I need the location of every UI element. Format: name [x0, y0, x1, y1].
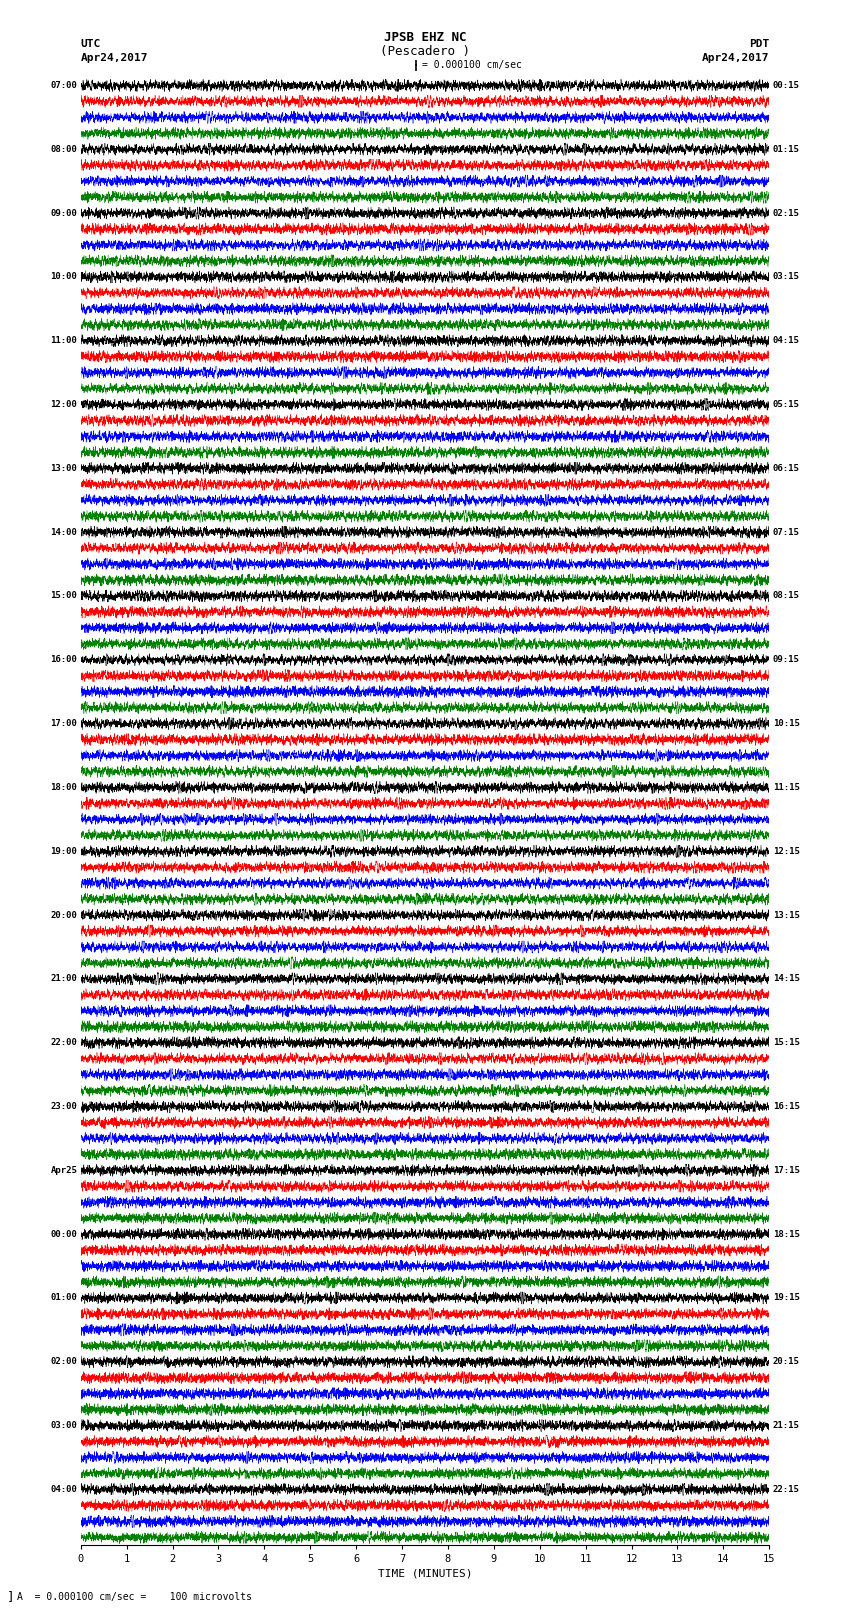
Text: A  = 0.000100 cm/sec =    100 microvolts: A = 0.000100 cm/sec = 100 microvolts [17, 1592, 252, 1602]
Text: 22:15: 22:15 [773, 1486, 800, 1494]
Text: 01:15: 01:15 [773, 145, 800, 153]
Text: 13:00: 13:00 [50, 465, 77, 473]
Text: Apr24,2017: Apr24,2017 [702, 53, 769, 63]
Text: PDT: PDT [749, 39, 769, 50]
Text: 02:00: 02:00 [50, 1357, 77, 1366]
Text: 14:00: 14:00 [50, 527, 77, 537]
Text: 22:00: 22:00 [50, 1039, 77, 1047]
Text: 07:15: 07:15 [773, 527, 800, 537]
Text: 14:15: 14:15 [773, 974, 800, 984]
Text: 18:00: 18:00 [50, 782, 77, 792]
Text: ]: ] [7, 1590, 14, 1603]
Text: UTC: UTC [81, 39, 101, 50]
Text: Apr25: Apr25 [50, 1166, 77, 1174]
Text: 10:00: 10:00 [50, 273, 77, 281]
Text: 01:00: 01:00 [50, 1294, 77, 1302]
Text: 03:00: 03:00 [50, 1421, 77, 1431]
Text: 05:15: 05:15 [773, 400, 800, 410]
Text: 20:00: 20:00 [50, 911, 77, 919]
Text: 21:00: 21:00 [50, 974, 77, 984]
Text: 08:00: 08:00 [50, 145, 77, 153]
Text: 09:00: 09:00 [50, 208, 77, 218]
Text: 17:15: 17:15 [773, 1166, 800, 1174]
Text: 06:15: 06:15 [773, 465, 800, 473]
Text: 16:15: 16:15 [773, 1102, 800, 1111]
Text: 11:00: 11:00 [50, 336, 77, 345]
Text: 00:00: 00:00 [50, 1229, 77, 1239]
Text: 21:15: 21:15 [773, 1421, 800, 1431]
Text: 20:15: 20:15 [773, 1357, 800, 1366]
Text: (Pescadero ): (Pescadero ) [380, 45, 470, 58]
Text: 12:15: 12:15 [773, 847, 800, 857]
Text: 18:15: 18:15 [773, 1229, 800, 1239]
Text: = 0.000100 cm/sec: = 0.000100 cm/sec [422, 60, 521, 71]
Text: 03:15: 03:15 [773, 273, 800, 281]
X-axis label: TIME (MINUTES): TIME (MINUTES) [377, 1568, 473, 1579]
Text: 13:15: 13:15 [773, 911, 800, 919]
Text: JPSB EHZ NC: JPSB EHZ NC [383, 31, 467, 45]
Text: 15:15: 15:15 [773, 1039, 800, 1047]
Text: Apr24,2017: Apr24,2017 [81, 53, 148, 63]
Text: 16:00: 16:00 [50, 655, 77, 665]
Text: 08:15: 08:15 [773, 592, 800, 600]
Text: 23:00: 23:00 [50, 1102, 77, 1111]
Text: 19:15: 19:15 [773, 1294, 800, 1302]
Text: 09:15: 09:15 [773, 655, 800, 665]
Text: 12:00: 12:00 [50, 400, 77, 410]
Text: 04:15: 04:15 [773, 336, 800, 345]
Text: 15:00: 15:00 [50, 592, 77, 600]
Text: 07:00: 07:00 [50, 81, 77, 90]
Text: 04:00: 04:00 [50, 1486, 77, 1494]
Text: 02:15: 02:15 [773, 208, 800, 218]
Text: 11:15: 11:15 [773, 782, 800, 792]
Text: 17:00: 17:00 [50, 719, 77, 727]
Text: 00:15: 00:15 [773, 81, 800, 90]
Text: 19:00: 19:00 [50, 847, 77, 857]
Text: 10:15: 10:15 [773, 719, 800, 727]
